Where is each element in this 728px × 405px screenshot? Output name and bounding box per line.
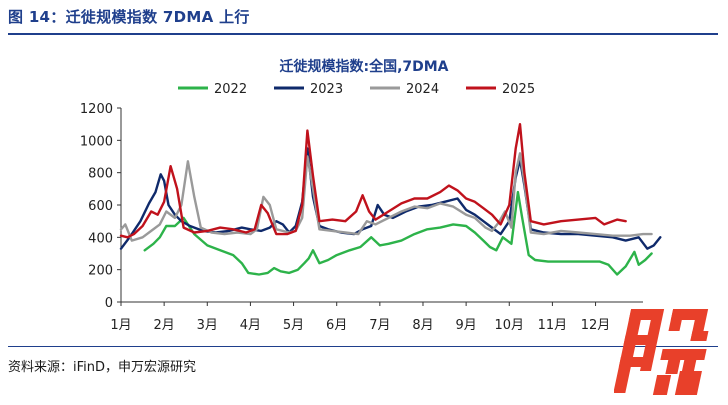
- y-tick-label: 600: [88, 199, 113, 214]
- legend-label-2023: 2023: [310, 82, 343, 97]
- x-tick-label: 8月: [412, 318, 433, 333]
- x-tick-label: 4月: [240, 318, 261, 333]
- y-tick-label: 1000: [80, 134, 113, 149]
- watermark-logo: 股: [614, 309, 709, 395]
- y-tick-label: 200: [88, 264, 113, 279]
- x-tick-label: 10月: [494, 318, 524, 333]
- x-tick-label: 12月: [581, 318, 611, 333]
- bottom-rule: [8, 346, 718, 347]
- x-tick-label: 3月: [197, 318, 218, 333]
- y-tick-label: 400: [88, 231, 113, 246]
- x-tick-label: 1月: [110, 318, 131, 333]
- legend-label-2022: 2022: [214, 82, 247, 97]
- x-tick-label: 11月: [538, 318, 568, 333]
- x-tick-label: 5月: [283, 318, 304, 333]
- y-tick-label: 800: [88, 167, 113, 182]
- chart-title: 迁徙规模指数:全国,7DMA: [279, 58, 448, 75]
- x-tick-label: 9月: [455, 318, 476, 333]
- x-tick-label: 7月: [369, 318, 390, 333]
- figure-title: 图 14：迁徙规模指数 7DMA 上行: [8, 8, 250, 26]
- series-line-2022: [143, 190, 653, 276]
- series-line-2024: [119, 152, 653, 242]
- series-line-2025: [119, 123, 627, 239]
- legend-label-2025: 2025: [502, 82, 535, 97]
- y-tick-label: 1200: [80, 102, 113, 117]
- x-tick-label: 2月: [153, 318, 174, 333]
- top-rule: [8, 33, 718, 35]
- chart: 迁徙规模指数:全国,7DMA 2022 2023 2024 2025 0 200 400 600…: [80, 58, 662, 333]
- x-tick-label: 6月: [326, 318, 347, 333]
- y-tick-label: 0: [105, 296, 113, 311]
- source-note: 资料来源：iFinD，申万宏源研究: [8, 360, 197, 375]
- legend-label-2024: 2024: [406, 82, 439, 97]
